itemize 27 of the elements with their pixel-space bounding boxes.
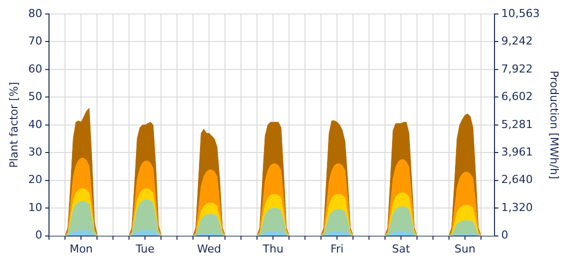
x-tick-label: Fri — [330, 242, 344, 256]
y-tick-label: 60 — [28, 62, 42, 76]
y-tick-label: 70 — [28, 34, 42, 48]
x-tick-label: Sun — [454, 242, 476, 256]
y-tick-label: 80 — [28, 6, 42, 20]
y2-tick-label: 1,320 — [501, 200, 533, 214]
y2-tick-label: 9,242 — [501, 34, 533, 48]
y-axis-title: Plant factor [%] — [7, 82, 20, 168]
y2-tick-label: 10,563 — [501, 6, 540, 20]
x-tick-label: Tue — [134, 242, 155, 256]
y-tick-label: 30 — [28, 145, 42, 158]
y-tick-label: 40 — [28, 118, 42, 131]
y-tick-label: 10 — [28, 200, 42, 214]
x-tick-label: Wed — [197, 242, 222, 256]
x-tick-label: Thu — [262, 242, 284, 256]
y-tick-label: 0 — [35, 228, 42, 242]
y2-axis-title: Production [MWh/h] — [548, 70, 561, 180]
y2-tick-label: 7,922 — [501, 62, 533, 76]
y-tick-label: 20 — [28, 173, 42, 186]
y2-tick-label: 5,281 — [501, 118, 533, 131]
y2-tick-label: 6,602 — [501, 90, 533, 104]
x-tick-label: Sat — [392, 242, 411, 256]
y2-tick-label: 2,640 — [501, 173, 533, 186]
x-tick-label: Mon — [70, 242, 93, 256]
y2-tick-label: 0 — [501, 228, 508, 242]
y-tick-label: 50 — [28, 90, 42, 104]
y2-tick-label: 3,961 — [501, 145, 533, 158]
